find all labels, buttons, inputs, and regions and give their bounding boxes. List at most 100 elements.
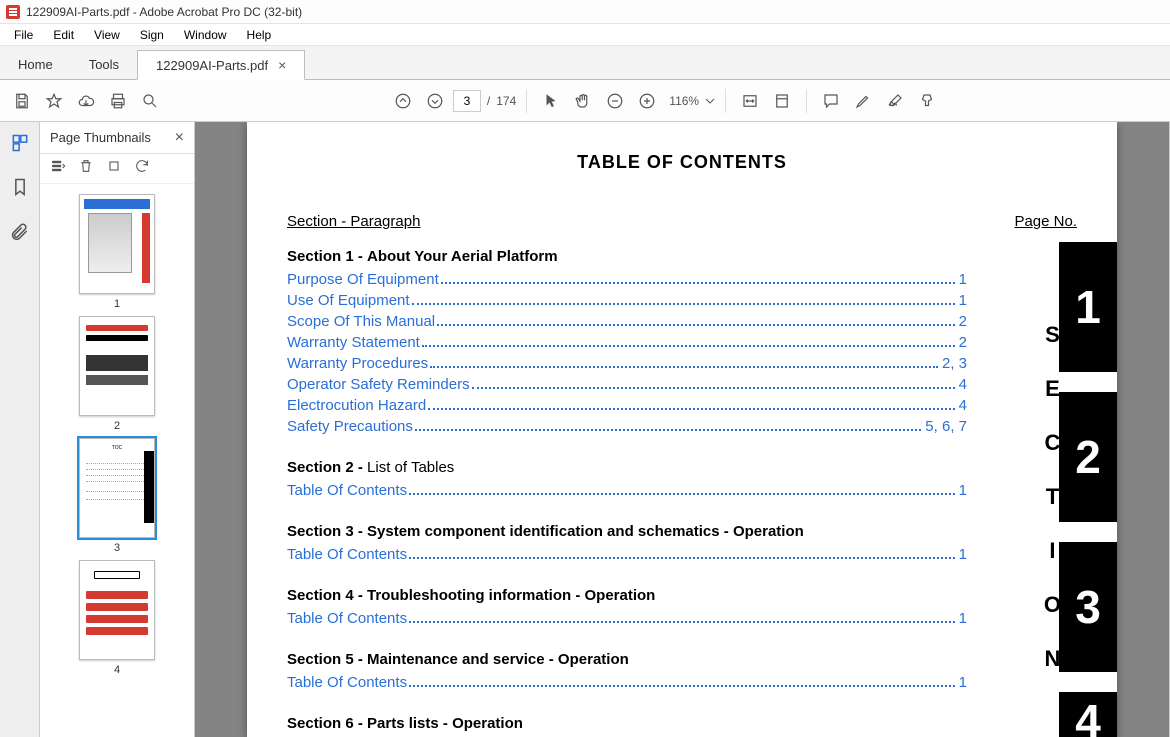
toc-entry[interactable]: Table Of Contents1 — [287, 608, 967, 629]
toc-entry-page: 2 — [959, 311, 967, 332]
window-titlebar: 122909AI-Parts.pdf - Adobe Acrobat Pro D… — [0, 0, 1170, 24]
print-icon[interactable] — [104, 87, 132, 115]
toc-body: Section 1 - About Your Aerial Platform Pu… — [287, 248, 1077, 737]
left-rail — [0, 122, 40, 737]
toc-entry[interactable]: Warranty Procedures 2, 3 — [287, 353, 967, 374]
thumbnail-number: 2 — [79, 420, 155, 432]
thumbnails-close-icon[interactable]: × — [175, 129, 184, 147]
thumb-refresh-icon[interactable] — [134, 158, 150, 179]
toc-entry-label: Table Of Contents — [287, 608, 407, 629]
sign-icon[interactable] — [881, 87, 909, 115]
toolbar-separator — [725, 89, 726, 113]
thumbnail-page[interactable]: 4 — [79, 560, 155, 676]
thumbnails-header: Page Thumbnails × — [40, 122, 194, 154]
tab-tools[interactable]: Tools — [71, 49, 137, 79]
zoom-control[interactable]: 116% — [665, 94, 715, 108]
save-icon[interactable] — [8, 87, 36, 115]
toc-entry[interactable]: Warranty Statement 2 — [287, 332, 967, 353]
section-number-tab: 1 — [1059, 242, 1117, 372]
thumbnails-panel-icon[interactable] — [9, 132, 31, 154]
menu-view[interactable]: View — [84, 26, 130, 44]
tab-close-icon[interactable]: × — [278, 58, 286, 72]
toc-entry[interactable]: Operator Safety Reminders4 — [287, 374, 967, 395]
toc-header-right: Page No. — [1014, 213, 1077, 230]
thumbnail-page[interactable]: 1 — [79, 194, 155, 310]
toc-section-title: Section 1 - About Your Aerial Platform — [287, 248, 967, 265]
thumb-rotate-icon[interactable] — [106, 158, 122, 179]
cloud-icon[interactable] — [72, 87, 100, 115]
toc-entry-label: Warranty Statement — [287, 332, 420, 353]
select-tool-icon[interactable] — [537, 87, 565, 115]
menu-window[interactable]: Window — [174, 26, 237, 44]
hand-tool-icon[interactable] — [569, 87, 597, 115]
tab-home[interactable]: Home — [0, 49, 71, 79]
page-title: TABLE OF CONTENTS — [287, 152, 1077, 173]
toolbar-separator — [806, 89, 807, 113]
page-sep: / — [487, 94, 490, 108]
page-up-icon[interactable] — [389, 87, 417, 115]
toc-section-title: Section 4 - Troubleshooting information … — [287, 587, 967, 604]
highlight-icon[interactable] — [849, 87, 877, 115]
thumb-options-icon[interactable] — [50, 158, 66, 179]
tab-document-label: 122909AI-Parts.pdf — [156, 58, 268, 73]
toc-entry[interactable]: Table Of Contents1 — [287, 672, 967, 693]
toc-section-title: Section 3 - System component identificat… — [287, 523, 967, 540]
page-down-icon[interactable] — [421, 87, 449, 115]
chevron-down-icon — [705, 96, 715, 106]
toc-entry[interactable]: Table Of Contents 1 — [287, 544, 967, 565]
bookmark-panel-icon[interactable] — [9, 176, 31, 198]
toc-entry[interactable]: Scope Of This Manual 2 — [287, 311, 967, 332]
toolbar-separator — [526, 89, 527, 113]
thumb-delete-icon[interactable] — [78, 158, 94, 179]
toc-entry[interactable]: Use Of Equipment1 — [287, 290, 967, 311]
zoom-value: 116% — [665, 94, 703, 108]
toc-entry-label: Warranty Procedures — [287, 353, 428, 374]
menu-file[interactable]: File — [4, 26, 43, 44]
menu-sign[interactable]: Sign — [130, 26, 174, 44]
menu-help[interactable]: Help — [237, 26, 282, 44]
toc-entry-page: 4 — [959, 374, 967, 395]
stamp-icon[interactable] — [913, 87, 941, 115]
zoom-in-icon[interactable] — [633, 87, 661, 115]
toc-entry[interactable]: Safety Precautions5, 6, 7 — [287, 416, 967, 437]
fit-width-icon[interactable] — [736, 87, 764, 115]
tab-home-label: Home — [18, 57, 53, 72]
toc-entry-page: 1 — [959, 290, 967, 311]
main-toolbar: / 174 116% — [0, 80, 1170, 122]
window-title: 122909AI-Parts.pdf - Adobe Acrobat Pro D… — [26, 5, 302, 19]
toc-entry-page: 2 — [959, 332, 967, 353]
toc-entry-label: Scope Of This Manual — [287, 311, 435, 332]
thumbnails-title: Page Thumbnails — [50, 130, 151, 145]
document-viewport[interactable]: TABLE OF CONTENTS Section - Paragraph Pa… — [195, 122, 1170, 737]
toc-entry[interactable]: Purpose Of Equipment1 — [287, 269, 967, 290]
toc-entry-label: Safety Precautions — [287, 416, 413, 437]
toc-entry[interactable]: Electrocution Hazard 4 — [287, 395, 967, 416]
toc-entry-label: Table Of Contents — [287, 544, 407, 565]
thumbnail-page[interactable]: 2 — [79, 316, 155, 432]
search-icon[interactable] — [136, 87, 164, 115]
toc-entry-label: Purpose Of Equipment — [287, 269, 439, 290]
toc-entry-label: Electrocution Hazard — [287, 395, 426, 416]
section-number-tab: 2 — [1059, 392, 1117, 522]
tab-document[interactable]: 122909AI-Parts.pdf × — [137, 50, 305, 80]
thumbnail-page[interactable]: TOC3 — [79, 438, 155, 554]
toc-section-title: Section 2 - List of Tables — [287, 459, 967, 476]
thumbnail-number: 3 — [79, 542, 155, 554]
toc-entry-page: 2, 3 — [942, 353, 967, 374]
attachments-panel-icon[interactable] — [9, 220, 31, 242]
star-icon[interactable] — [40, 87, 68, 115]
toc-header-left: Section - Paragraph — [287, 213, 420, 230]
toc-entry[interactable]: Table Of Contents1 — [287, 480, 967, 501]
page-current-input[interactable] — [453, 90, 481, 112]
menu-edit[interactable]: Edit — [43, 26, 84, 44]
section-number-tab: 3 — [1059, 542, 1117, 672]
toc-entry-page: 1 — [959, 544, 967, 565]
comment-icon[interactable] — [817, 87, 845, 115]
thumbnails-list: 1 2 TOC34 — [40, 184, 194, 737]
tab-tools-label: Tools — [89, 57, 119, 72]
zoom-out-icon[interactable] — [601, 87, 629, 115]
fit-page-icon[interactable] — [768, 87, 796, 115]
section-number-tab: 4 — [1059, 692, 1117, 737]
toc-entry-page: 4 — [959, 395, 967, 416]
app-pdf-icon — [6, 5, 20, 19]
